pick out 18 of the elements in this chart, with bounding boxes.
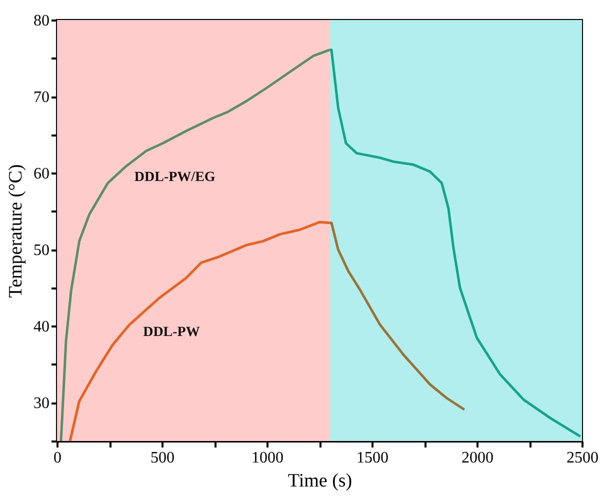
x-tick-label: 0	[54, 450, 62, 466]
x-tick-label: 2500	[566, 450, 598, 466]
y-axis-title: Temperature (°C)	[6, 164, 26, 298]
line-series	[68, 220, 332, 441]
x-tick-label: 1500	[356, 450, 388, 466]
series-label: DDL-PW/EG	[134, 170, 216, 186]
y-tick-label: 50	[34, 242, 50, 260]
y-tick-label: 80	[34, 12, 50, 30]
y-tick-label: 40	[34, 318, 50, 336]
y-tick-label: 70	[34, 89, 50, 106]
x-tick-label: 1000	[252, 450, 284, 466]
line-series	[328, 222, 466, 411]
y-tick-label: 30	[34, 395, 50, 412]
y-tick-label: 60	[34, 166, 50, 183]
series-label: DDL-PW	[143, 324, 200, 340]
x-axis-title: Time (s)	[288, 470, 352, 492]
x-tick-label: 500	[150, 450, 174, 466]
x-tick-label: 2000	[462, 450, 494, 466]
